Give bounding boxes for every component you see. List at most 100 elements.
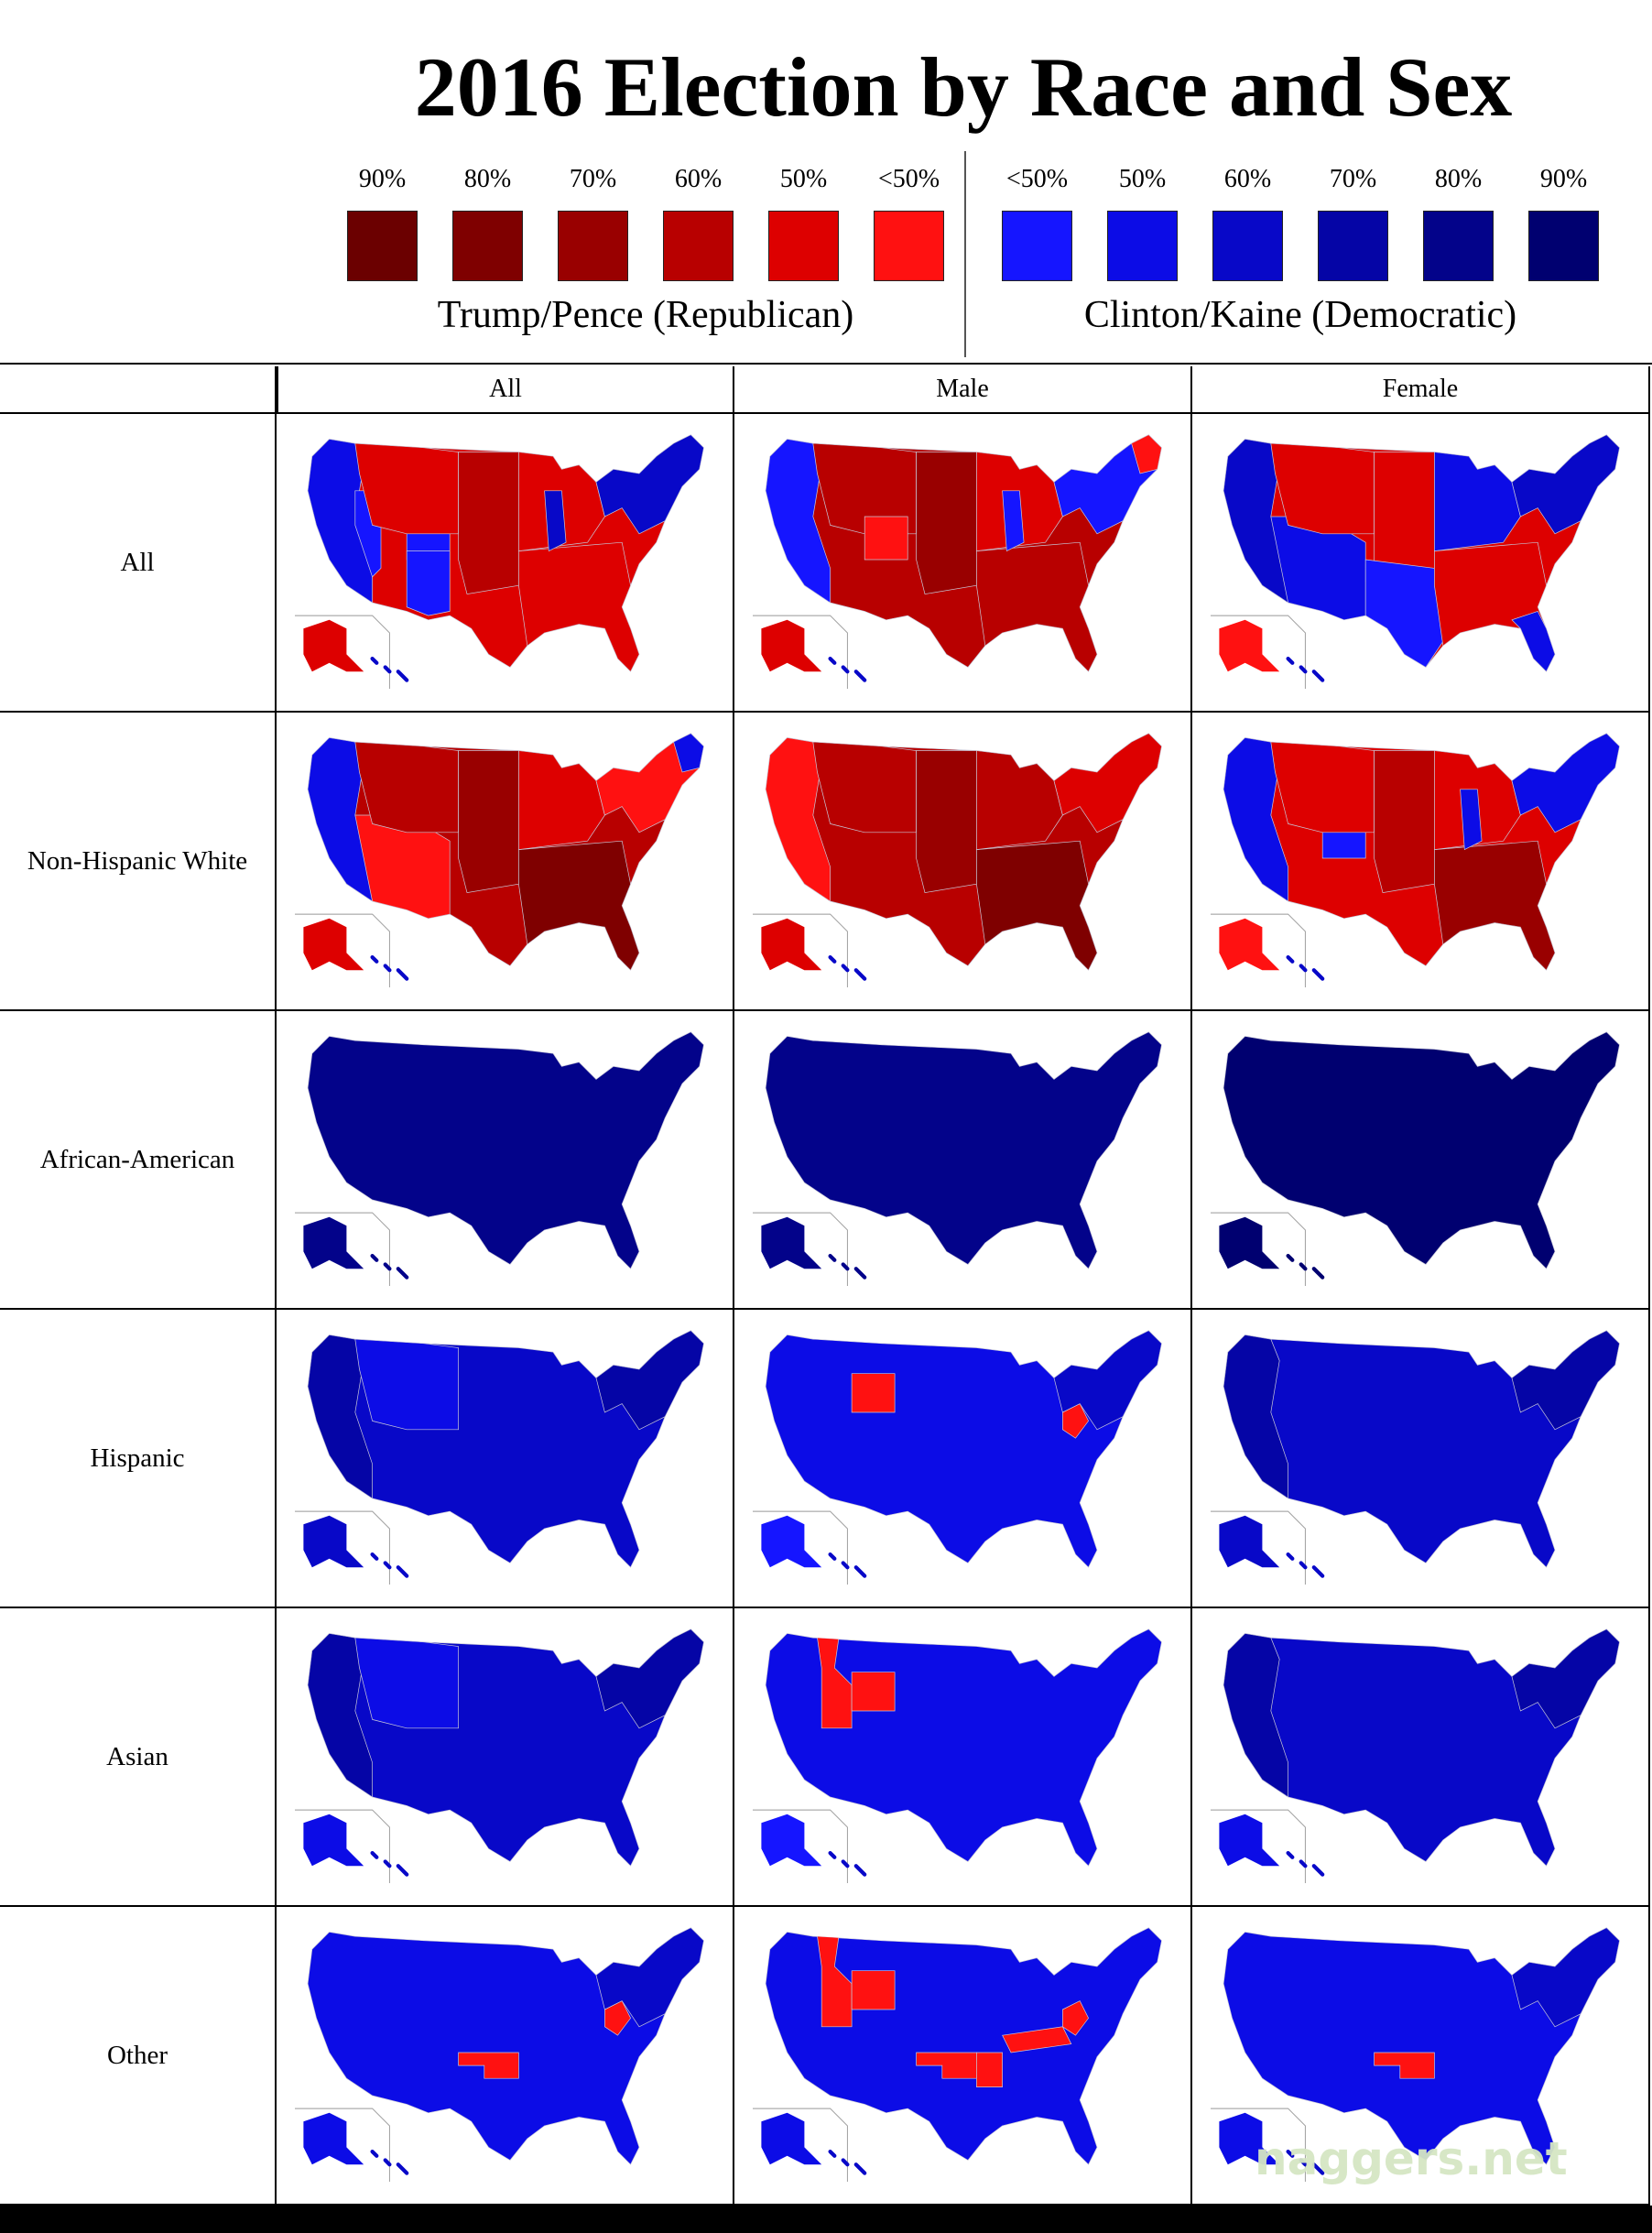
us-map [277, 1608, 734, 1907]
legend-republican-label: 50% [751, 165, 856, 194]
legend-republican-label: 90% [330, 165, 435, 194]
us-map [1192, 713, 1650, 1011]
us-map [734, 1310, 1192, 1608]
alaska-region [303, 1516, 364, 1567]
legend-republican-swatch [874, 211, 944, 281]
map-cell [734, 1310, 1192, 1608]
legend-democratic-label: 90% [1511, 165, 1616, 194]
legend-republican-label: 70% [540, 165, 646, 194]
page-title: 2016 Election by Race and Sex [275, 37, 1652, 137]
row-label: Non-Hispanic White [0, 713, 277, 1011]
map-region-newmexico [407, 551, 450, 616]
us-map [277, 1907, 734, 2206]
alaska-region [761, 1814, 821, 1866]
us-map [734, 1608, 1192, 1907]
legend-divider [964, 151, 966, 357]
map-cell [277, 1608, 734, 1907]
legend-democratic-label: 70% [1300, 165, 1406, 194]
column-header: Male [734, 366, 1192, 414]
legend-republican-label: <50% [856, 165, 962, 194]
alaska-region [761, 2113, 821, 2164]
us-map [277, 1011, 734, 1310]
alaska-region [303, 1217, 364, 1269]
us-map [1192, 1011, 1650, 1310]
map-region-plains [459, 452, 519, 594]
alaska-region [761, 1516, 821, 1567]
us-map [734, 1907, 1192, 2206]
legend-democratic-label: <50% [984, 165, 1090, 194]
map-region-wyoming [852, 1374, 895, 1412]
legend-democratic-label: 60% [1195, 165, 1300, 194]
alaska-region [1219, 620, 1279, 671]
map-cell [277, 1907, 734, 2206]
alaska-region [1219, 1814, 1279, 1866]
map-cell [1192, 1310, 1650, 1608]
row-label: African-American [0, 1011, 277, 1310]
legend-republican-swatch [347, 211, 418, 281]
legend-republican-labels: 90% 80% 70% 60% 50% <50% [330, 165, 962, 194]
map-cell [734, 1907, 1192, 2206]
legend-democratic-swatch [1002, 211, 1072, 281]
legend-republican-swatches [330, 211, 962, 281]
legend-republican: 90% 80% 70% 60% 50% <50% Trump/Pence (Republi… [330, 156, 962, 376]
legend-republican-swatch [663, 211, 734, 281]
footer-bar [0, 2206, 1652, 2233]
legend-democratic-swatch [1528, 211, 1599, 281]
row-label: All [0, 414, 277, 713]
map-cell [277, 713, 734, 1011]
map-cell [734, 1011, 1192, 1310]
alaska-region [1219, 919, 1279, 970]
us-map [734, 1011, 1192, 1310]
legend-democratic-label: 50% [1090, 165, 1195, 194]
alaska-region [1219, 1516, 1279, 1567]
legend-democratic-swatches [984, 211, 1616, 281]
map-region-midwest [518, 751, 604, 850]
map-cell [1192, 713, 1650, 1011]
legend-democratic-label: 80% [1406, 165, 1511, 194]
header: 2016 Election by Race and Sex 90% 80% 70% 6… [0, 0, 1652, 365]
map-region-south [976, 542, 1097, 671]
watermark: naggers.net [1255, 2132, 1548, 2196]
us-map [277, 414, 734, 713]
row-label: Other [0, 1907, 277, 2206]
map-region-midwest [976, 751, 1062, 850]
alaska-region [761, 1217, 821, 1269]
map-region-arkansas [976, 2053, 1002, 2087]
alaska-region [761, 620, 821, 671]
map-region-south [976, 841, 1097, 970]
us-map [1192, 414, 1650, 713]
map-base-region [308, 1032, 703, 1269]
map-cell [734, 713, 1192, 1011]
map-cell [277, 414, 734, 713]
map-cell [1192, 1011, 1650, 1310]
row-label: Asian [0, 1608, 277, 1907]
map-cell [1192, 1608, 1650, 1907]
map-cell [277, 1310, 734, 1608]
column-header: Female [1192, 366, 1650, 414]
map-grid: All Male Female All Non-Hispanic White Africa… [0, 366, 1652, 2206]
map-cell [734, 1608, 1192, 1907]
map-region-plains [917, 751, 977, 893]
us-map [734, 414, 1192, 713]
us-map [1192, 1608, 1650, 1907]
legend-democratic-swatch [1212, 211, 1283, 281]
column-header: All [277, 366, 734, 414]
us-map [277, 713, 734, 1011]
legend-republican-caption: Trump/Pence (Republican) [330, 293, 962, 337]
alaska-region [303, 1814, 364, 1866]
us-map [277, 1310, 734, 1608]
alaska-region [761, 919, 821, 970]
map-region-plains [917, 452, 977, 594]
map-region-florida [1512, 611, 1555, 671]
map-base-region [1223, 1032, 1619, 1269]
map-base-region [766, 1032, 1161, 1269]
legend-republican-label: 80% [435, 165, 540, 194]
map-region-plains [459, 751, 519, 893]
legend-republican-swatch [558, 211, 628, 281]
map-cell [277, 1011, 734, 1310]
map-cell [1192, 414, 1650, 713]
legend-republican-swatch [452, 211, 523, 281]
legend-democratic: <50% 50% 60% 70% 80% 90% Clinton/Kaine (Democ… [984, 156, 1616, 376]
legend-democratic-swatch [1107, 211, 1178, 281]
alaska-region [303, 919, 364, 970]
